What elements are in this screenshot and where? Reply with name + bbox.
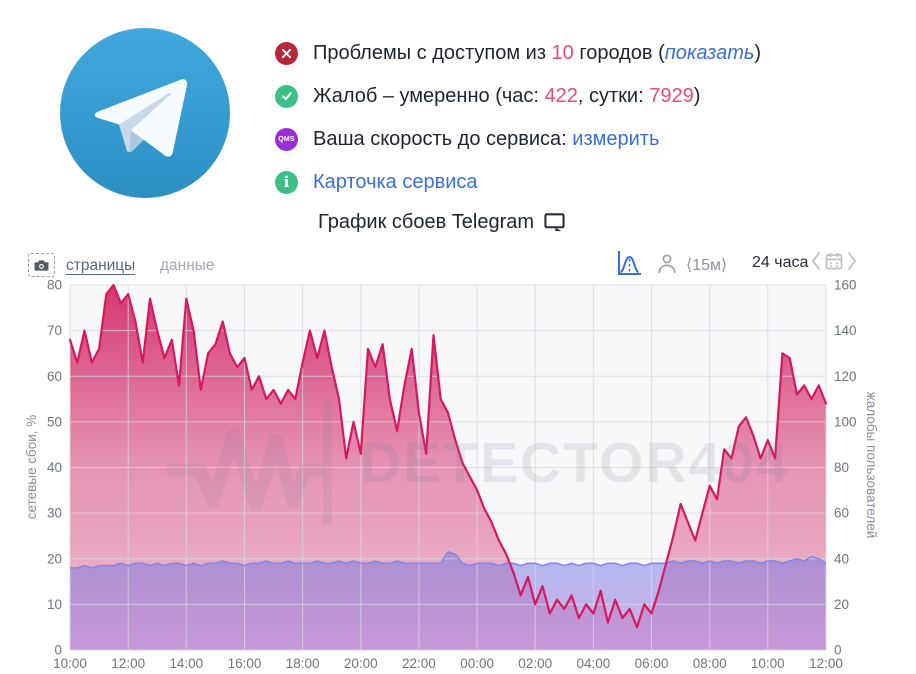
- svg-text:0: 0: [54, 643, 62, 658]
- svg-text:50: 50: [47, 414, 62, 429]
- svg-text:0: 0: [834, 643, 842, 658]
- access-problems-text: Проблемы с доступом из 10 городов (показ…: [313, 42, 761, 65]
- complaints-text: Жалоб – умеренно (час: 422, сутки: 7929): [313, 85, 700, 108]
- status-row-complaints: Жалоб – умеренно (час: 422, сутки: 7929): [275, 84, 761, 108]
- svg-text:20: 20: [47, 551, 62, 566]
- screenshot-button[interactable]: [28, 253, 55, 277]
- calendar-icon[interactable]: [824, 251, 844, 271]
- svg-text:22:00: 22:00: [402, 656, 436, 671]
- page-title: График сбоев Telegram: [318, 211, 535, 233]
- camera-icon: [34, 259, 49, 272]
- qms-label: QMS: [278, 135, 295, 143]
- svg-text:04:00: 04:00: [577, 656, 611, 671]
- svg-text:сетевые сбои, %: сетевые сбои, %: [24, 415, 39, 520]
- service-card-link[interactable]: Карточка сервиса: [313, 170, 478, 193]
- speed-text: Ваша скорость до сервиса: измерить: [313, 128, 659, 151]
- svg-text:14:00: 14:00: [169, 656, 203, 671]
- tab-pages[interactable]: страницы: [66, 257, 136, 274]
- qms-badge-icon: QMS: [275, 127, 298, 151]
- status-text: Ваша скорость до сервиса:: [313, 127, 573, 150]
- date-navigation: [810, 251, 858, 271]
- distribution-chart-icon: [616, 249, 643, 277]
- status-text: ): [754, 41, 762, 64]
- measure-speed-link[interactable]: измерить: [572, 127, 660, 150]
- status-text: ): [693, 84, 701, 107]
- range-label: 24 часа: [752, 254, 809, 271]
- svg-text:10: 10: [47, 597, 62, 612]
- status-text: городов (: [573, 41, 665, 64]
- svg-text:120: 120: [834, 369, 857, 384]
- svg-text:20:00: 20:00: [344, 656, 378, 671]
- svg-text:12:00: 12:00: [111, 656, 145, 671]
- svg-text:12:00: 12:00: [809, 656, 843, 671]
- outage-chart[interactable]: DETECTOR404 0 10 20 30 40 50 60 70 80 0 20 40 60 80 100…: [0, 278, 916, 674]
- svg-text:80: 80: [47, 280, 62, 293]
- person-icon: [657, 253, 677, 274]
- show-cities-link[interactable]: показать: [664, 41, 755, 64]
- nav-next-icon[interactable]: [847, 251, 858, 271]
- status-text: Жалоб – умеренно (час:: [313, 84, 545, 107]
- telegram-logo-icon: [60, 28, 230, 198]
- chart-title-row: График сбоев Telegram: [318, 211, 565, 234]
- svg-text:10:00: 10:00: [751, 656, 785, 671]
- info-icon: i: [275, 170, 298, 194]
- tab-data[interactable]: данные: [160, 257, 215, 274]
- status-list: Проблемы с доступом из 10 городов (показ…: [275, 41, 761, 194]
- svg-text:60: 60: [834, 506, 849, 521]
- interval-selector[interactable]: ⟨15м⟩: [686, 257, 728, 274]
- service-card-text: Карточка сервиса: [313, 171, 478, 194]
- svg-text:08:00: 08:00: [693, 656, 727, 671]
- user-mode-button[interactable]: [657, 253, 677, 274]
- nav-prev-icon[interactable]: [810, 251, 821, 271]
- svg-text:06:00: 06:00: [635, 656, 669, 671]
- svg-text:70: 70: [47, 323, 62, 338]
- cities-count: 10: [551, 41, 574, 64]
- svg-text:20: 20: [834, 597, 849, 612]
- svg-text:30: 30: [47, 506, 62, 521]
- info-label: i: [283, 172, 290, 191]
- svg-text:02:00: 02:00: [518, 656, 552, 671]
- status-row-access: Проблемы с доступом из 10 городов (показ…: [275, 41, 761, 65]
- svg-text:60: 60: [47, 369, 62, 384]
- svg-text:100: 100: [834, 414, 857, 429]
- svg-text:80: 80: [834, 460, 849, 475]
- status-text: Проблемы с доступом из: [313, 41, 552, 64]
- chart-type-button[interactable]: [616, 249, 643, 277]
- status-row-speed: QMS Ваша скорость до сервиса: измерить: [275, 127, 761, 151]
- check-icon: [275, 84, 298, 108]
- monitor-icon: [544, 213, 565, 232]
- svg-text:00:00: 00:00: [460, 656, 494, 671]
- svg-text:40: 40: [47, 460, 62, 475]
- svg-text:18:00: 18:00: [286, 656, 320, 671]
- watermark: DETECTOR404: [165, 400, 790, 525]
- svg-text:140: 140: [834, 323, 857, 338]
- status-row-card: i Карточка сервиса: [275, 170, 761, 194]
- svg-text:DETECTOR404: DETECTOR404: [360, 431, 790, 495]
- cross-icon: [275, 41, 298, 65]
- svg-text:10:00: 10:00: [53, 656, 87, 671]
- complaints-hour-count: 422: [544, 84, 578, 107]
- status-text: , сутки:: [577, 84, 650, 107]
- svg-text:16:00: 16:00: [228, 656, 262, 671]
- complaints-day-count: 7929: [649, 84, 694, 107]
- svg-text:жалобы пользователей: жалобы пользователей: [864, 392, 879, 539]
- svg-text:40: 40: [834, 551, 849, 566]
- svg-text:160: 160: [834, 280, 857, 293]
